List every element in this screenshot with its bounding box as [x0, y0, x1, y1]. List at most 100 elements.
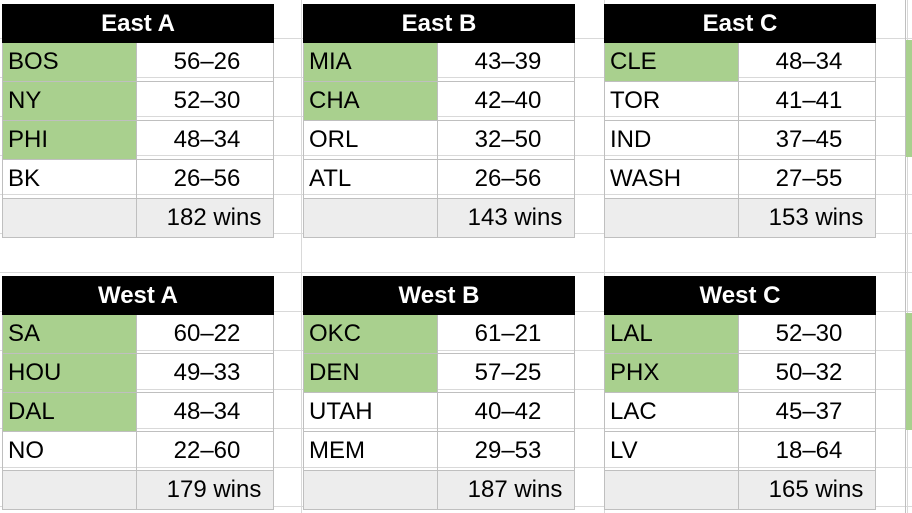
total-row: 187 wins — [303, 471, 575, 510]
total-row: 143 wins — [303, 199, 575, 238]
team-record-cell[interactable]: 41–41 — [739, 82, 876, 121]
team-record-cell[interactable]: 57–25 — [438, 354, 575, 393]
team-record-cell[interactable]: 18–64 — [739, 432, 876, 471]
team-row: CHA 42–40 — [303, 82, 575, 121]
team-record-cell[interactable]: 32–50 — [438, 121, 575, 160]
team-name-cell[interactable]: DEN — [303, 354, 438, 393]
team-row: MEM 29–53 — [303, 432, 575, 471]
team-row: IND 37–45 — [604, 121, 876, 160]
team-row: LAC 45–37 — [604, 393, 876, 432]
team-name-cell[interactable]: BK — [2, 160, 137, 199]
empty-cell[interactable] — [303, 199, 438, 238]
team-name-cell[interactable]: MEM — [303, 432, 438, 471]
team-record-cell[interactable]: 49–33 — [137, 354, 274, 393]
division-table: West C LAL 52–30 PHX 50–32 LAC 45–37 LV 18–64 165… — [604, 276, 876, 510]
team-row: DAL 48–34 — [2, 393, 274, 432]
team-name-cell[interactable]: HOU — [2, 354, 137, 393]
team-row: TOR 41–41 — [604, 82, 876, 121]
total-wins-cell[interactable]: 165 wins — [739, 471, 876, 510]
team-row: NY 52–30 — [2, 82, 274, 121]
total-row: 153 wins — [604, 199, 876, 238]
team-row: LV 18–64 — [604, 432, 876, 471]
total-wins-cell[interactable]: 143 wins — [438, 199, 575, 238]
total-wins-cell[interactable]: 179 wins — [137, 471, 274, 510]
division-title[interactable]: West A — [2, 276, 274, 315]
division-table: West B OKC 61–21 DEN 57–25 UTAH 40–42 MEM 29–53 1… — [303, 276, 575, 510]
team-record-cell[interactable]: 43–39 — [438, 43, 575, 82]
division-table: West A SA 60–22 HOU 49–33 DAL 48–34 NO 22–60 179 … — [2, 276, 274, 510]
team-row: PHI 48–34 — [2, 121, 274, 160]
team-name-cell[interactable]: PHI — [2, 121, 137, 160]
team-name-cell[interactable]: NO — [2, 432, 137, 471]
team-row: BOS 56–26 — [2, 43, 274, 82]
team-name-cell[interactable]: TOR — [604, 82, 739, 121]
team-record-cell[interactable]: 52–30 — [137, 82, 274, 121]
team-record-cell[interactable]: 45–37 — [739, 393, 876, 432]
total-row: 182 wins — [2, 199, 274, 238]
team-name-cell[interactable]: BOS — [2, 43, 137, 82]
empty-cell[interactable] — [2, 471, 137, 510]
team-name-cell[interactable]: ORL — [303, 121, 438, 160]
total-wins-cell[interactable]: 153 wins — [739, 199, 876, 238]
division-title[interactable]: East A — [2, 4, 274, 43]
team-row: ORL 32–50 — [303, 121, 575, 160]
empty-cell[interactable] — [604, 471, 739, 510]
team-record-cell[interactable]: 37–45 — [739, 121, 876, 160]
division-table: East C CLE 48–34 TOR 41–41 IND 37–45 WASH 27–55 1… — [604, 4, 876, 238]
edge-highlight-bottom — [906, 313, 912, 430]
team-record-cell[interactable]: 26–56 — [438, 160, 575, 199]
team-name-cell[interactable]: UTAH — [303, 393, 438, 432]
team-row: ATL 26–56 — [303, 160, 575, 199]
team-record-cell[interactable]: 22–60 — [137, 432, 274, 471]
team-name-cell[interactable]: LAL — [604, 315, 739, 354]
team-name-cell[interactable]: MIA — [303, 43, 438, 82]
team-record-cell[interactable]: 29–53 — [438, 432, 575, 471]
team-record-cell[interactable]: 27–55 — [739, 160, 876, 199]
team-name-cell[interactable]: DAL — [2, 393, 137, 432]
team-record-cell[interactable]: 48–34 — [739, 43, 876, 82]
team-row: HOU 49–33 — [2, 354, 274, 393]
empty-cell[interactable] — [604, 199, 739, 238]
total-wins-cell[interactable]: 187 wins — [438, 471, 575, 510]
team-name-cell[interactable]: NY — [2, 82, 137, 121]
team-name-cell[interactable]: LV — [604, 432, 739, 471]
team-record-cell[interactable]: 48–34 — [137, 393, 274, 432]
team-name-cell[interactable]: LAC — [604, 393, 739, 432]
division-title[interactable]: West C — [604, 276, 876, 315]
team-row: DEN 57–25 — [303, 354, 575, 393]
team-record-cell[interactable]: 40–42 — [438, 393, 575, 432]
team-record-cell[interactable]: 50–32 — [739, 354, 876, 393]
team-name-cell[interactable]: PHX — [604, 354, 739, 393]
team-record-cell[interactable]: 52–30 — [739, 315, 876, 354]
team-name-cell[interactable]: WASH — [604, 160, 739, 199]
total-row: 179 wins — [2, 471, 274, 510]
team-name-cell[interactable]: SA — [2, 315, 137, 354]
division-title[interactable]: West B — [303, 276, 575, 315]
team-row: SA 60–22 — [2, 315, 274, 354]
team-name-cell[interactable]: CHA — [303, 82, 438, 121]
total-wins-cell[interactable]: 182 wins — [137, 199, 274, 238]
edge-highlight-top — [906, 40, 912, 157]
division-table: East A BOS 56–26 NY 52–30 PHI 48–34 BK 26–56 182 … — [2, 4, 274, 238]
team-row: BK 26–56 — [2, 160, 274, 199]
team-name-cell[interactable]: ATL — [303, 160, 438, 199]
team-record-cell[interactable]: 56–26 — [137, 43, 274, 82]
team-name-cell[interactable]: CLE — [604, 43, 739, 82]
team-record-cell[interactable]: 26–56 — [137, 160, 274, 199]
empty-cell[interactable] — [303, 471, 438, 510]
team-row: UTAH 40–42 — [303, 393, 575, 432]
division-title[interactable]: East C — [604, 4, 876, 43]
team-row: LAL 52–30 — [604, 315, 876, 354]
team-record-cell[interactable]: 42–40 — [438, 82, 575, 121]
division-table: East B MIA 43–39 CHA 42–40 ORL 32–50 ATL 26–56 14… — [303, 4, 575, 238]
team-record-cell[interactable]: 60–22 — [137, 315, 274, 354]
division-title[interactable]: East B — [303, 4, 575, 43]
team-row: PHX 50–32 — [604, 354, 876, 393]
team-record-cell[interactable]: 61–21 — [438, 315, 575, 354]
team-row: WASH 27–55 — [604, 160, 876, 199]
empty-cell[interactable] — [2, 199, 137, 238]
team-name-cell[interactable]: IND — [604, 121, 739, 160]
team-name-cell[interactable]: OKC — [303, 315, 438, 354]
team-record-cell[interactable]: 48–34 — [137, 121, 274, 160]
